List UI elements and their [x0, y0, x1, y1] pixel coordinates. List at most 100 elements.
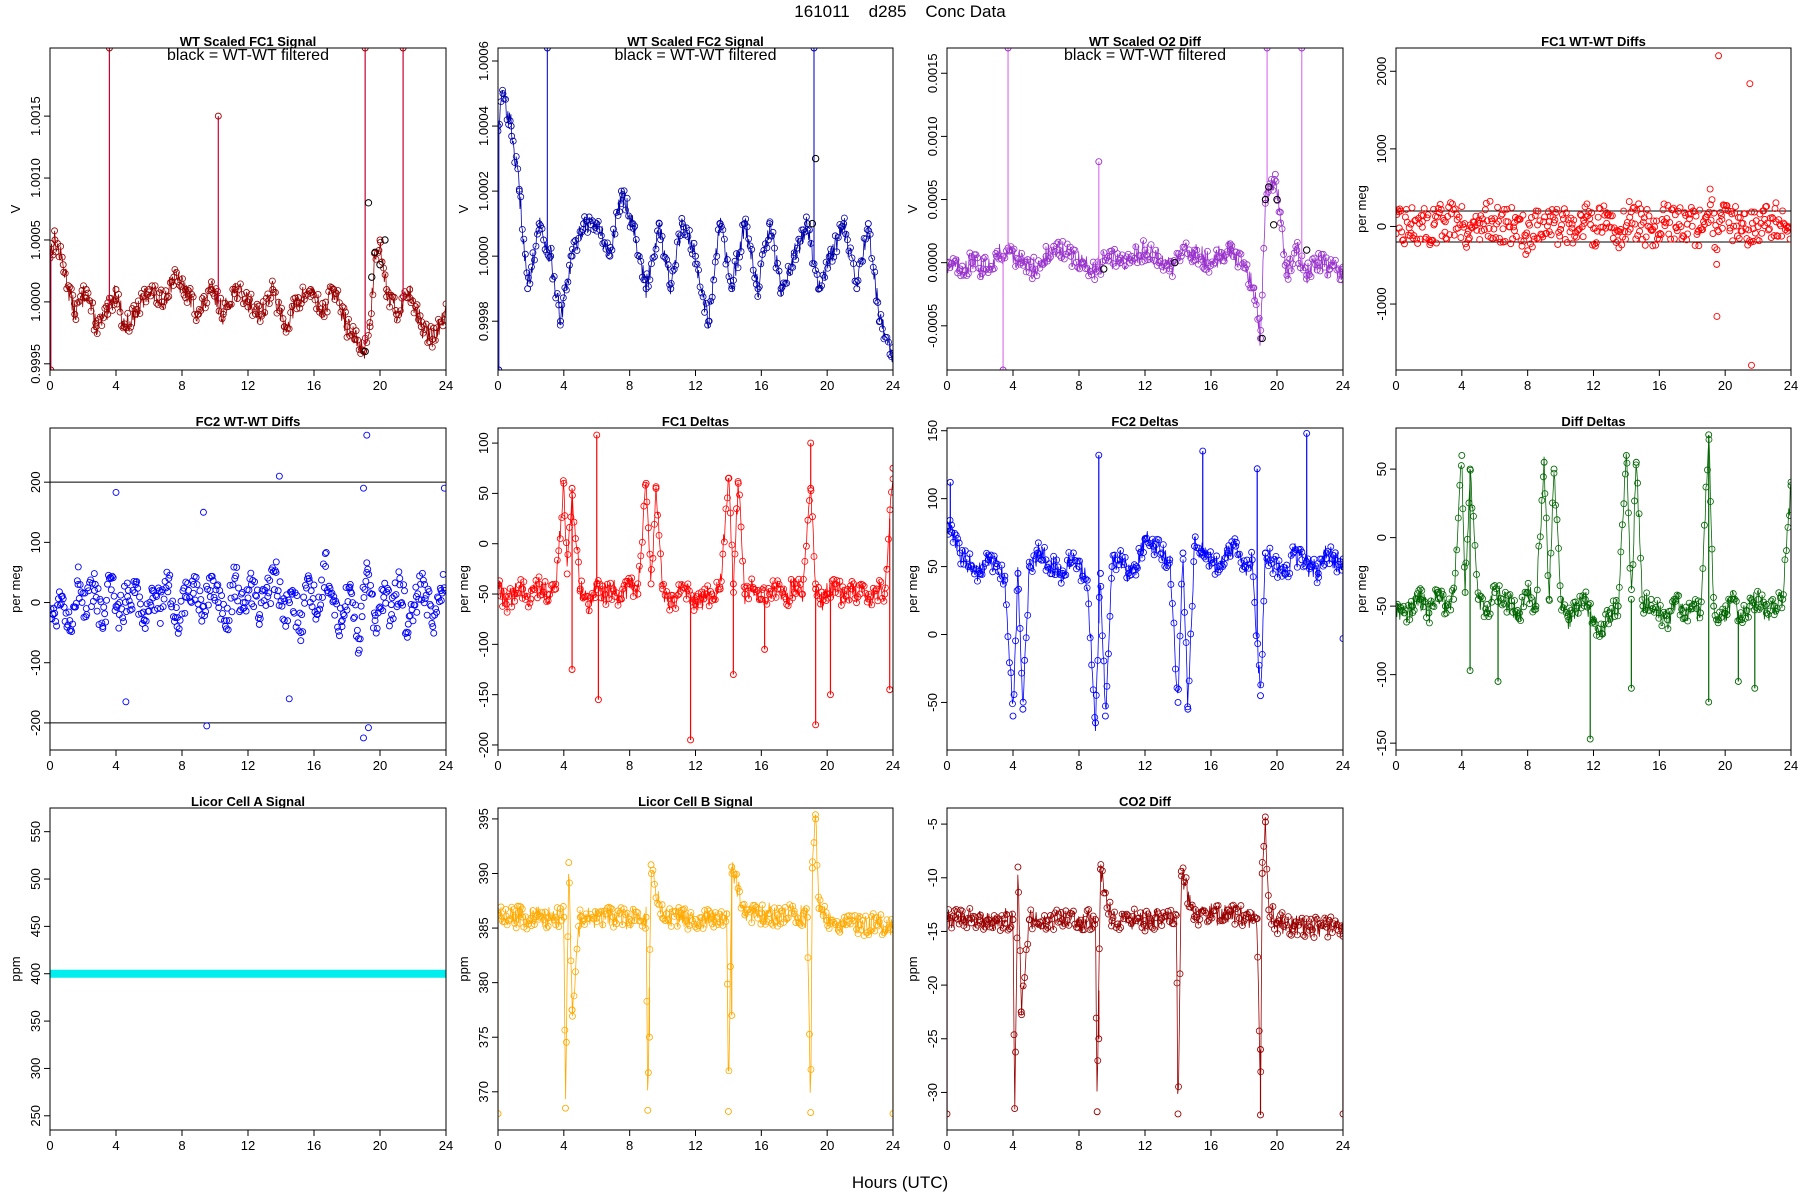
data-point: [299, 283, 307, 291]
data-point: [1263, 865, 1271, 873]
data-point: [1782, 222, 1790, 230]
data-point: [348, 331, 355, 339]
spike-point: [1095, 158, 1103, 166]
data-point: [1179, 549, 1187, 557]
data-point: [880, 597, 888, 605]
data-point: [1612, 238, 1620, 246]
data-point: [642, 285, 650, 293]
data-point: [1059, 916, 1066, 924]
data-point: [549, 914, 557, 922]
data-point: [1423, 214, 1431, 222]
y-tick-label: 370: [476, 1081, 491, 1103]
data-point: [1242, 564, 1249, 572]
x-tick-label: 20: [1718, 378, 1732, 393]
data-point: [1213, 552, 1220, 560]
data-point: [1301, 264, 1309, 272]
data-point: [1688, 605, 1696, 613]
data-point: [1300, 563, 1307, 571]
data-point: [1413, 590, 1421, 598]
data-point: [1486, 197, 1494, 205]
data-point: [733, 870, 740, 878]
y-tick-label: 100: [28, 532, 43, 554]
data-point: [372, 255, 380, 263]
data-point: [1045, 916, 1053, 924]
data-point: [1321, 561, 1329, 568]
data-point: [1001, 254, 1009, 262]
data-point: [796, 920, 804, 928]
data-point: [585, 914, 593, 922]
data-point: [235, 584, 243, 592]
data-point: [1629, 561, 1637, 568]
x-tick-label: 24: [1336, 1138, 1350, 1153]
data-point: [1223, 546, 1231, 554]
data-point: [1001, 572, 1009, 580]
data-point: [1642, 233, 1650, 241]
data-point: [889, 350, 893, 358]
data-point: [637, 552, 645, 560]
data-point: [1141, 927, 1149, 935]
data-point: [1188, 602, 1196, 610]
x-tick-label: 16: [1652, 758, 1666, 773]
data-point: [755, 283, 763, 291]
data-point: [1557, 595, 1565, 603]
data-point: [74, 581, 82, 588]
data-point: [1518, 593, 1526, 601]
data-point: [1660, 218, 1668, 226]
data-point: [1050, 563, 1058, 571]
data-point: [198, 611, 206, 619]
data-point: [634, 590, 642, 598]
data-point: [181, 286, 189, 293]
data-point: [134, 584, 142, 592]
data-point: [782, 595, 790, 603]
data-point: [371, 617, 379, 625]
data-point: [619, 191, 626, 199]
data-point: [1191, 246, 1198, 254]
data-point: [264, 574, 272, 582]
data-point: [1105, 650, 1112, 658]
x-tick-label: 12: [688, 758, 702, 773]
data-point: [1232, 542, 1240, 550]
data-point: [1564, 613, 1572, 620]
data-point: [1272, 177, 1280, 185]
data-point: [1450, 595, 1458, 603]
y-tick-label: 550: [28, 821, 43, 843]
data-point: [1121, 911, 1129, 919]
data-point: [297, 637, 305, 645]
data-point: [498, 577, 503, 585]
data-point: [967, 919, 975, 927]
data-point: [660, 580, 667, 588]
data-point: [256, 611, 263, 619]
data-point: [825, 925, 833, 932]
y-tick-label: 380: [476, 972, 491, 994]
data-point: [638, 538, 646, 546]
data-point: [806, 1030, 813, 1038]
data-point: [1333, 568, 1341, 576]
data-point: [524, 285, 532, 293]
data-point: [1095, 945, 1103, 953]
data-point: [1530, 235, 1538, 243]
data-point: [1275, 557, 1283, 564]
data-point: [888, 353, 893, 361]
data-point: [958, 907, 966, 915]
data-point: [644, 1106, 652, 1114]
data-point: [872, 297, 880, 305]
data-point: [1220, 257, 1228, 265]
data-point: [331, 611, 339, 619]
data-point: [1441, 218, 1449, 226]
data-point: [227, 594, 235, 602]
spike-point: [1199, 447, 1207, 455]
data-point: [173, 623, 181, 631]
data-point: [716, 585, 724, 593]
data-point: [441, 587, 446, 594]
data-point: [1240, 911, 1248, 919]
data-point: [1012, 262, 1019, 270]
data-point: [196, 587, 204, 595]
data-point: [1488, 215, 1495, 223]
data-point: [405, 612, 413, 620]
data-point: [1082, 575, 1089, 583]
data-point: [304, 572, 312, 580]
y-tick-label: 250: [28, 1105, 43, 1127]
data-point: [642, 479, 650, 487]
data-point: [575, 558, 582, 566]
